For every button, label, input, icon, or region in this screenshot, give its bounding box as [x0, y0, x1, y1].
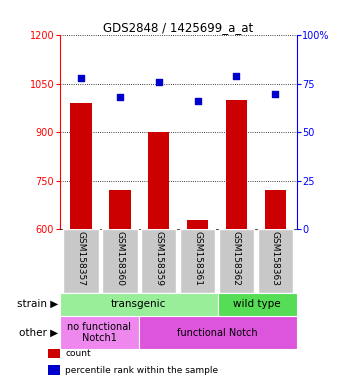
Text: GSM158363: GSM158363 [271, 231, 280, 286]
Bar [102, 229, 137, 293]
Point [195, 98, 200, 104]
Text: GSM158359: GSM158359 [154, 231, 163, 286]
Text: GSM158361: GSM158361 [193, 231, 202, 286]
Bar [48, 348, 60, 358]
Bar [48, 365, 60, 376]
Bar [60, 293, 218, 316]
Text: GSM158362: GSM158362 [232, 231, 241, 286]
Bar [226, 100, 247, 229]
Bar [180, 229, 215, 293]
Point [117, 94, 123, 101]
Point [272, 90, 278, 96]
Text: GSM158357: GSM158357 [76, 231, 86, 286]
Text: transgenic: transgenic [111, 299, 166, 309]
Point [78, 75, 84, 81]
Bar [70, 103, 92, 229]
Bar [60, 316, 139, 349]
Bar [265, 190, 286, 229]
Bar [218, 293, 297, 316]
Text: count: count [65, 349, 91, 358]
Bar [148, 132, 169, 229]
Bar [109, 190, 131, 229]
Bar [63, 229, 99, 293]
Point [156, 79, 162, 85]
Text: strain ▶: strain ▶ [17, 299, 58, 309]
Bar [141, 229, 176, 293]
Text: functional Notch: functional Notch [177, 328, 258, 338]
Bar [187, 220, 208, 229]
Text: percentile rank within the sample: percentile rank within the sample [65, 366, 218, 375]
Point [234, 73, 239, 79]
Bar [219, 229, 254, 293]
Text: other ▶: other ▶ [19, 328, 58, 338]
Title: GDS2848 / 1425699_a_at: GDS2848 / 1425699_a_at [103, 21, 253, 34]
Text: GSM158360: GSM158360 [115, 231, 124, 286]
Text: wild type: wild type [233, 299, 281, 309]
Bar [257, 229, 293, 293]
Bar [139, 316, 297, 349]
Text: no functional
Notch1: no functional Notch1 [67, 322, 131, 343]
